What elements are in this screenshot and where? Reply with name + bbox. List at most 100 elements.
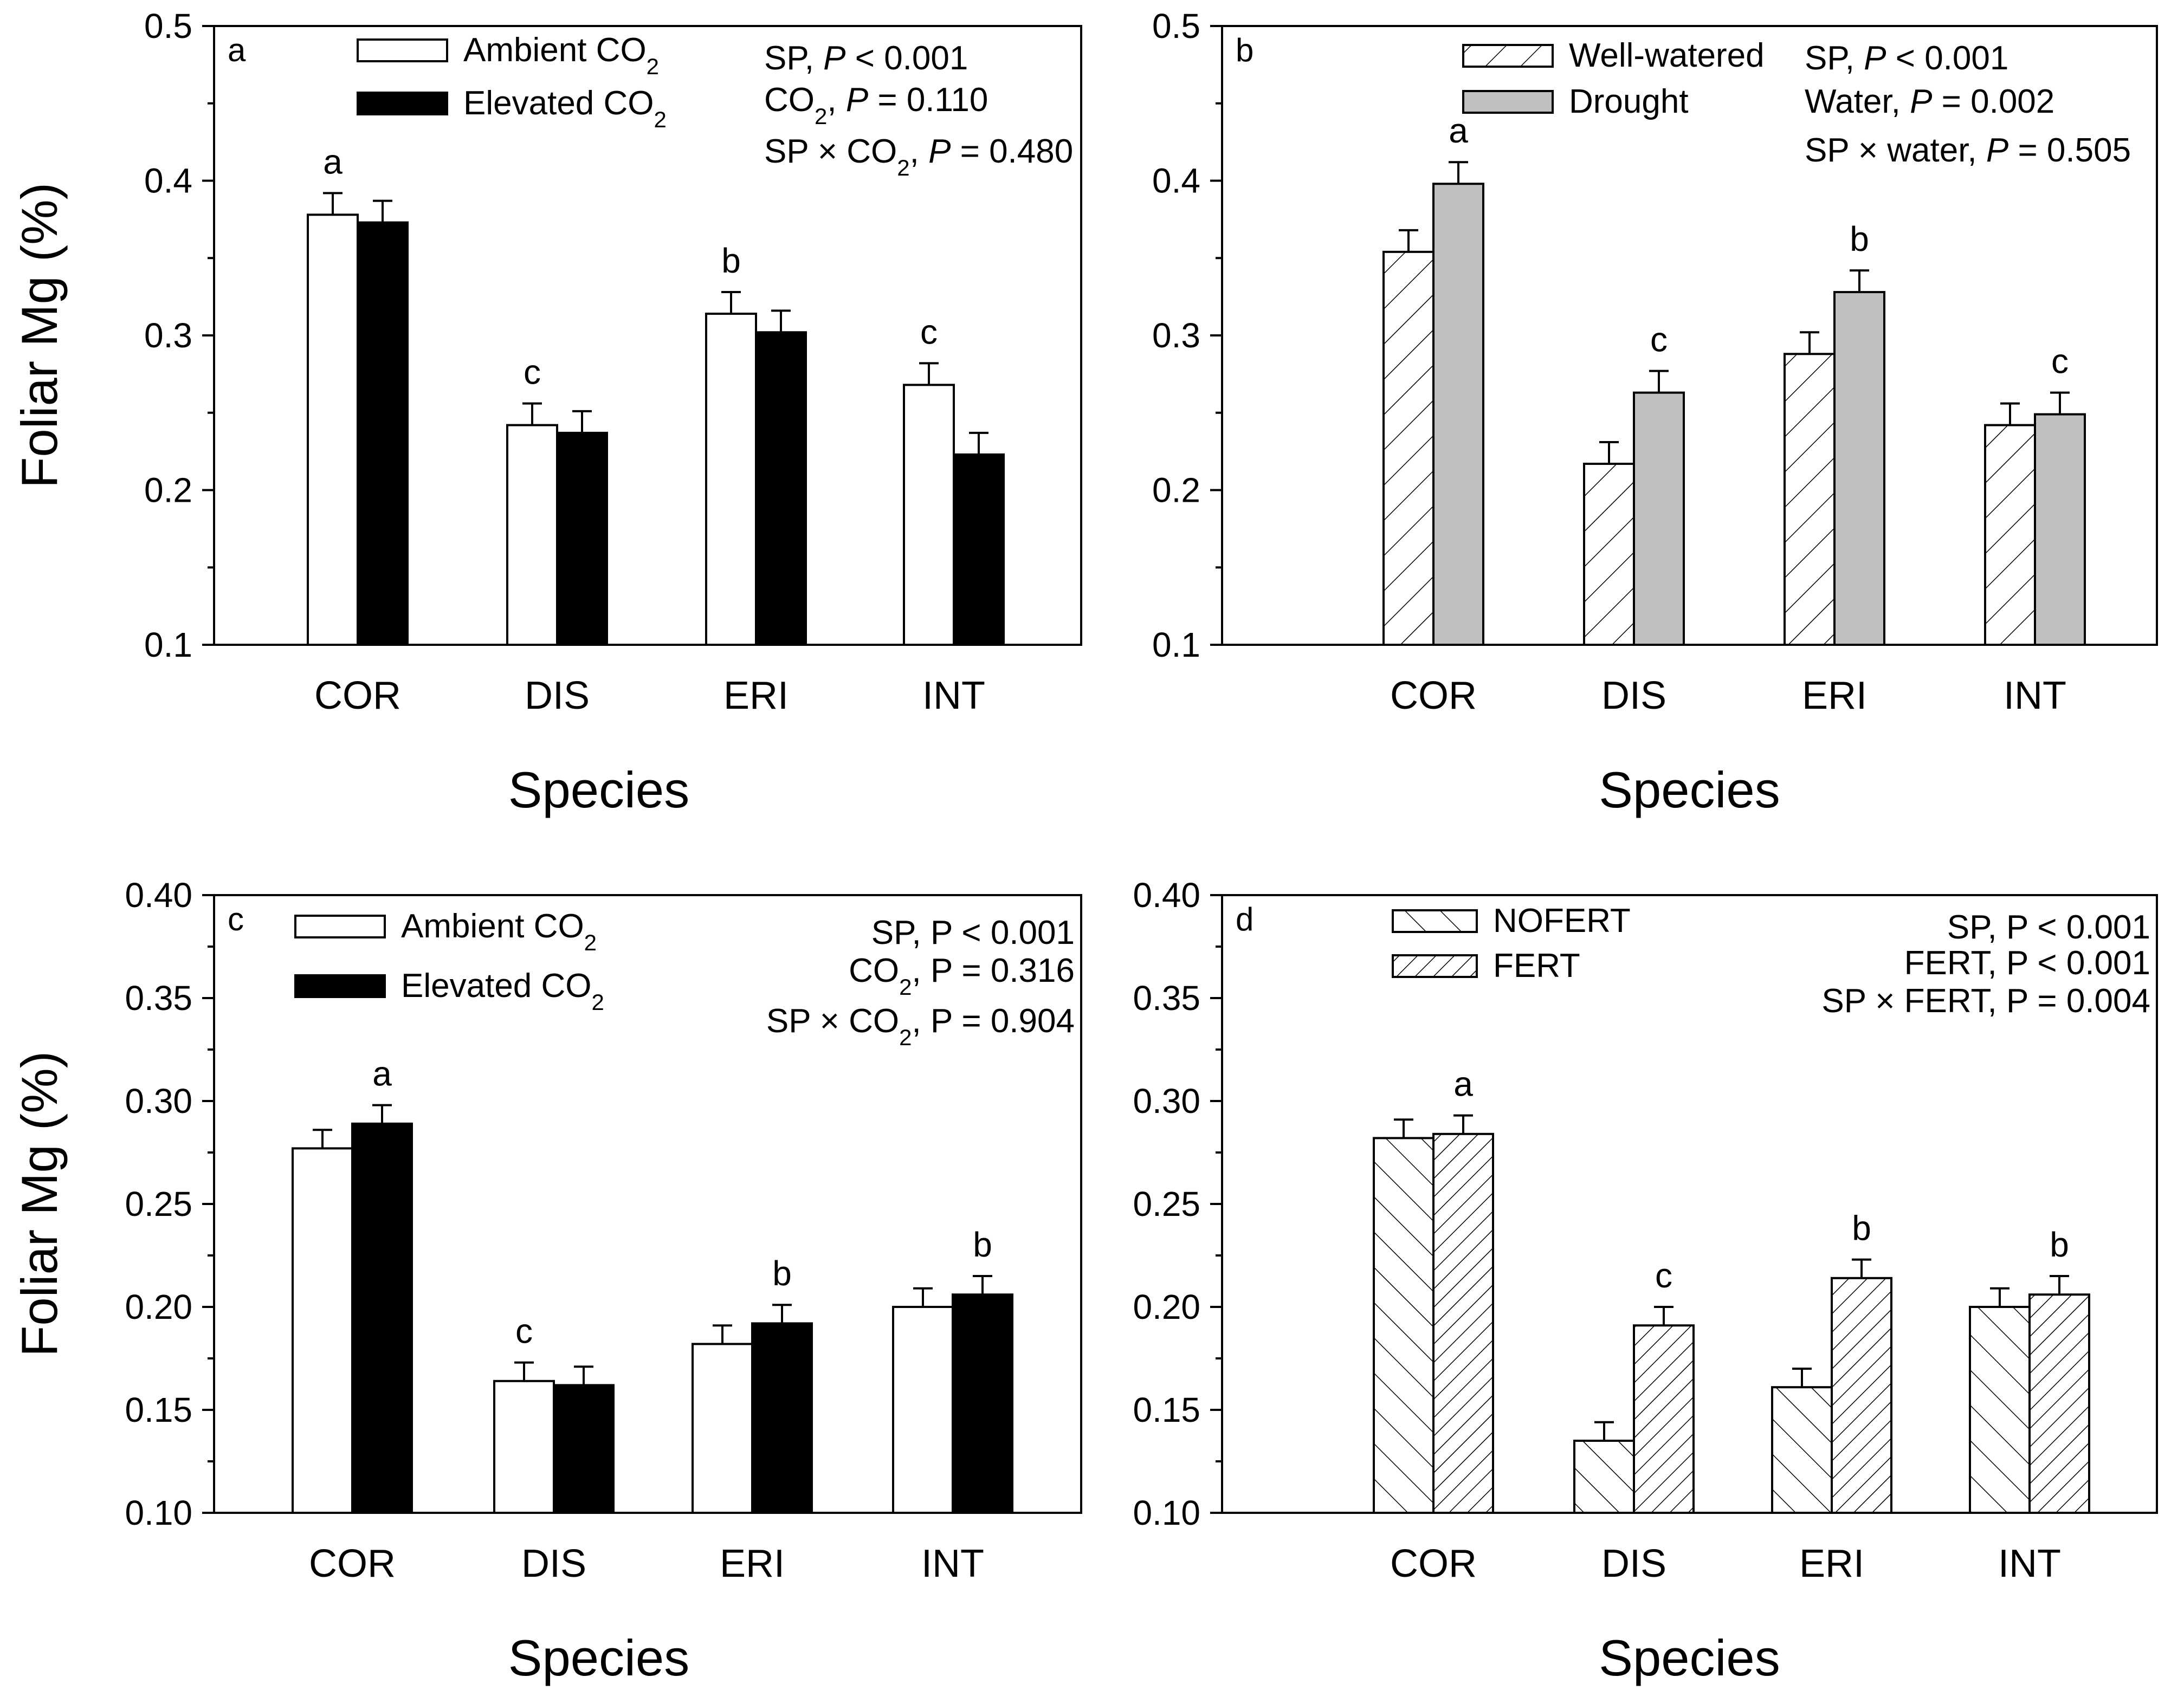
legend-label-subscript: 2 xyxy=(647,54,659,79)
legend-swatch xyxy=(294,974,386,998)
bar-hatch-back-eri xyxy=(1771,1386,1833,1514)
y-tick-label: 0.15 xyxy=(1133,1390,1200,1429)
stat-segment: , xyxy=(910,133,928,170)
bar-hatch-fwd-dis xyxy=(1583,462,1635,646)
x-axis-label: Species xyxy=(508,1629,689,1686)
x-tick-label: COR xyxy=(1390,674,1477,717)
y-tick-label: 0.35 xyxy=(125,979,192,1018)
significance-letter: c xyxy=(524,353,541,392)
stat-line: SP × FERT, P = 0.004 xyxy=(1821,982,2150,1020)
stat-line: CO2, P = 0.110 xyxy=(764,81,988,129)
legend-label-subscript: 2 xyxy=(584,930,597,955)
bar-hatch-dense-int xyxy=(2028,1293,2090,1514)
stat-segment: P xyxy=(1986,132,2008,169)
stat-line: SP, P < 0.001 xyxy=(1805,40,2008,77)
stat-segment: P xyxy=(928,133,951,170)
y-tick-label: 0.1 xyxy=(1152,625,1200,664)
y-tick-label: 0.15 xyxy=(125,1390,192,1429)
x-tick-label: COR xyxy=(314,674,401,717)
bar-hatch-dense-cor xyxy=(1432,1132,1494,1514)
bar-hatch-back-dis xyxy=(1573,1440,1635,1514)
significance-letter: a xyxy=(1449,111,1468,150)
significance-letter: b xyxy=(772,1254,792,1293)
x-tick-label: COR xyxy=(1390,1542,1477,1585)
panel-letter: a xyxy=(228,32,246,68)
bar-hatch-dense-eri xyxy=(1831,1277,1892,1514)
bar-hatch-fwd-cor xyxy=(1382,250,1435,646)
stat-segment: 2 xyxy=(899,974,912,1000)
bar-hatch-fwd-eri xyxy=(1784,353,1836,646)
bar-hatch-fwd-int xyxy=(1984,424,2036,646)
stat-segment: SP × water, xyxy=(1805,132,1986,169)
x-tick-label: DIS xyxy=(525,674,590,717)
y-tick-label: 0.2 xyxy=(144,471,192,510)
legend-label: Elevated CO2 xyxy=(401,967,604,1015)
stat-segment: Water, xyxy=(1805,83,1910,120)
stat-segment: = 0.505 xyxy=(2008,132,2131,169)
x-tick-label: INT xyxy=(922,674,985,717)
bar-gray-eri xyxy=(1833,291,1885,646)
panel-d: a c b b 0.10 0.15 0.20 0.25 0.30 0.35 0.40 COR DIS ER… xyxy=(1133,876,2158,1686)
stat-line: SP, P < 0.001 xyxy=(871,914,1075,951)
legend-swatch xyxy=(1392,909,1478,933)
legend-label-text: FERT xyxy=(1493,947,1580,985)
significance-letter: b xyxy=(1852,1209,1871,1248)
y-tick-label: 0.5 xyxy=(144,7,192,46)
panel-letter: c xyxy=(228,901,244,937)
bar-gray-cor xyxy=(1432,183,1484,646)
y-tick-label: 0.20 xyxy=(125,1287,192,1326)
significance-letter: c xyxy=(2051,342,2069,381)
stat-segment: 2 xyxy=(899,1025,912,1050)
legend-swatch xyxy=(357,92,448,115)
bar-white-eri xyxy=(692,1343,753,1514)
bar-hatch-back-cor xyxy=(1373,1137,1435,1514)
x-tick-label: ERI xyxy=(720,1542,785,1585)
bar-white-dis xyxy=(493,1380,555,1514)
panel-b: a c b c 0.1 0.2 0.3 0.4 0.5 COR DIS ERI INT Species b W… xyxy=(1152,7,2158,818)
stat-segment: 2 xyxy=(815,103,827,129)
stat-line: SP, P < 0.001 xyxy=(1947,909,2150,946)
bar-black-dis xyxy=(553,1384,615,1514)
bar-black-cor xyxy=(357,221,409,646)
bar-white-cor xyxy=(307,213,359,646)
x-tick-label: DIS xyxy=(521,1542,586,1585)
y-tick-label: 0.30 xyxy=(125,1082,192,1121)
significance-letter: c xyxy=(1655,1256,1672,1295)
legend-swatch xyxy=(294,915,386,938)
y-tick-label: 0.10 xyxy=(1133,1493,1200,1532)
stat-segment: P xyxy=(1910,83,1932,120)
stat-segment: , xyxy=(827,81,845,119)
x-tick-label: DIS xyxy=(1601,1542,1666,1585)
stat-segment: P xyxy=(846,81,868,119)
bar-hatch-back-int xyxy=(1969,1306,2031,1514)
x-tick-label: ERI xyxy=(1799,1542,1864,1585)
y-tick-label: 0.3 xyxy=(144,316,192,355)
bar-black-eri xyxy=(751,1322,813,1514)
legend-label-text: Ambient CO xyxy=(401,908,584,945)
stat-segment: < 0.001 xyxy=(846,40,968,77)
x-tick-label: INT xyxy=(921,1542,984,1585)
bar-black-dis xyxy=(556,431,608,646)
bar-hatch-dense-dis xyxy=(1633,1324,1695,1514)
stat-segment: = 0.480 xyxy=(951,133,1073,170)
x-axis-label: Species xyxy=(508,761,689,818)
y-tick-label: 0.30 xyxy=(1133,1082,1200,1121)
significance-letter: a xyxy=(1453,1065,1473,1104)
y-tick-label: 0.2 xyxy=(1152,471,1200,510)
bar-black-cor xyxy=(351,1122,413,1514)
stat-segment: CO xyxy=(849,952,899,989)
y-tick-label: 0.20 xyxy=(1133,1287,1200,1326)
bar-black-int xyxy=(952,1293,1013,1514)
significance-letter: b xyxy=(1850,219,1869,258)
bar-white-cor xyxy=(292,1147,353,1514)
stat-segment: SP, xyxy=(1805,40,1864,77)
x-tick-label: ERI xyxy=(723,674,789,717)
stat-segment: P xyxy=(1864,40,1886,77)
y-tick-label: 0.3 xyxy=(1152,316,1200,355)
x-tick-label: ERI xyxy=(1802,674,1867,717)
legend-label: Ambient CO2 xyxy=(401,908,597,955)
legend-label: Ambient CO2 xyxy=(463,31,659,79)
y-axis-label: Foliar Mg (%) xyxy=(11,1051,68,1357)
panel-a: a c b c 0.1 0.2 0.3 0.4 0.5 COR DIS ERI INT Species Fo… xyxy=(11,7,1082,818)
